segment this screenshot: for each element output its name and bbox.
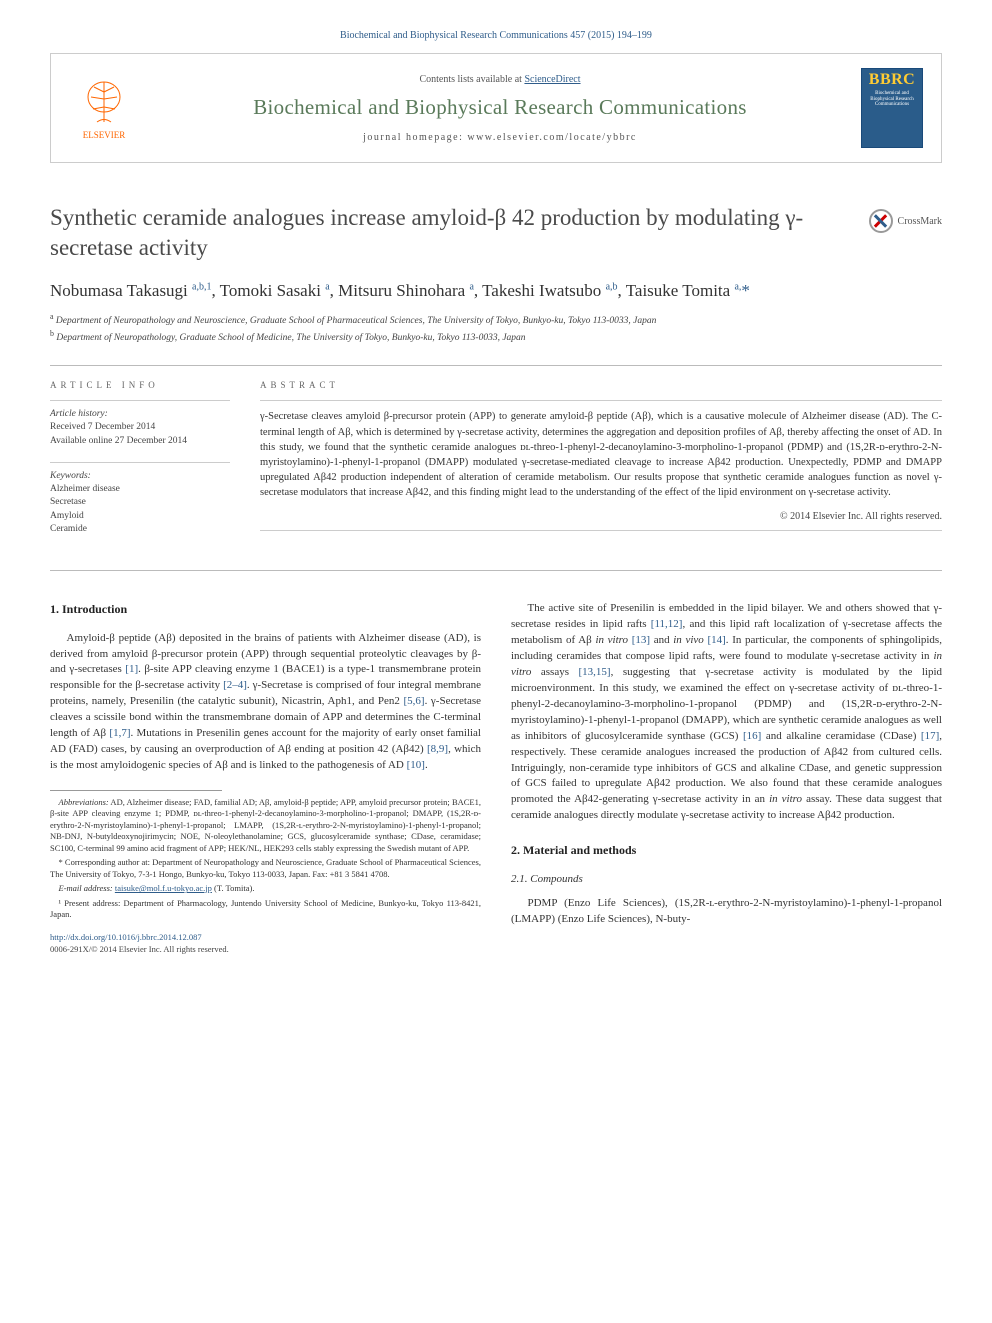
- journal-homepage: journal homepage: www.elsevier.com/locat…: [157, 132, 843, 143]
- mm-heading: 2. Material and methods: [511, 842, 942, 859]
- present-address-footnote: ¹ Present address: Department of Pharmac…: [50, 898, 481, 921]
- affiliation-b: b Department of Neuropathology, Graduate…: [50, 328, 942, 345]
- article-info-heading: ARTICLE INFO: [50, 380, 230, 390]
- cover-abbr: BBRC: [864, 71, 920, 89]
- footnotes: Abbreviations: AD, Alzheimer disease; FA…: [50, 797, 481, 921]
- divider: [50, 365, 942, 366]
- author-list: Nobumasa Takasugi a,b,1, Tomoki Sasaki a…: [50, 279, 942, 303]
- abstract-text: γ-Secretase cleaves amyloid β-precursor …: [260, 409, 942, 500]
- article-title: Synthetic ceramide analogues increase am…: [50, 203, 849, 263]
- crossmark-badge[interactable]: CrossMark: [869, 209, 942, 233]
- corresponding-footnote: * Corresponding author at: Department of…: [50, 857, 481, 880]
- crossmark-label: CrossMark: [898, 216, 942, 227]
- left-column: 1. Introduction Amyloid-β peptide (Aβ) d…: [50, 601, 481, 955]
- available-date: Available online 27 December 2014: [50, 435, 230, 448]
- email-link[interactable]: taisuke@mol.f.u-tokyo.ac.jp: [115, 883, 212, 893]
- intro-p1: Amyloid-β peptide (Aβ) deposited in the …: [50, 631, 481, 774]
- email-footnote: E-mail address: taisuke@mol.f.u-tokyo.ac…: [50, 883, 481, 894]
- contents-line: Contents lists available at ScienceDirec…: [157, 74, 843, 85]
- sciencedirect-link[interactable]: ScienceDirect: [524, 74, 580, 85]
- keyword-3: Ceramide: [50, 523, 230, 536]
- issn-copyright: 0006-291X/© 2014 Elsevier Inc. All right…: [50, 943, 481, 955]
- abstract-heading: ABSTRACT: [260, 380, 942, 390]
- journal-header: ELSEVIER Contents lists available at Sci…: [50, 53, 942, 163]
- publisher-label: ELSEVIER: [83, 130, 126, 140]
- abstract-panel: ABSTRACT γ-Secretase cleaves amyloid β-p…: [260, 380, 942, 550]
- keywords-label: Keywords:: [50, 471, 230, 481]
- homepage-url[interactable]: www.elsevier.com/locate/ybbrc: [467, 132, 636, 143]
- elsevier-tree-icon: [79, 77, 129, 127]
- divider-2: [50, 570, 942, 571]
- journal-cover-thumbnail[interactable]: BBRC Biochemical and Biophysical Researc…: [861, 68, 923, 148]
- affiliation-a: a Department of Neuropathology and Neuro…: [50, 311, 942, 328]
- intro-heading: 1. Introduction: [50, 601, 481, 618]
- received-date: Received 7 December 2014: [50, 421, 230, 434]
- crossmark-icon: [869, 209, 893, 233]
- keyword-1: Secretase: [50, 496, 230, 509]
- compounds-heading: 2.1. Compounds: [511, 872, 942, 888]
- keyword-2: Amyloid: [50, 510, 230, 523]
- compounds-p: PDMP (Enzo Life Sciences), (1S,2R-ʟ-eryt…: [511, 896, 942, 928]
- affiliations: a Department of Neuropathology and Neuro…: [50, 311, 942, 346]
- cover-text: Biochemical and Biophysical Research Com…: [864, 91, 920, 108]
- right-column: The active site of Presenilin is embedde…: [511, 601, 942, 955]
- contents-prefix: Contents lists available at: [419, 74, 524, 85]
- abstract-copyright: © 2014 Elsevier Inc. All rights reserved…: [260, 511, 942, 522]
- keyword-0: Alzheimer disease: [50, 483, 230, 496]
- publisher-logo[interactable]: ELSEVIER: [69, 77, 139, 140]
- history-label: Article history:: [50, 409, 230, 419]
- intro-p2: The active site of Presenilin is embedde…: [511, 601, 942, 824]
- journal-name: Biochemical and Biophysical Research Com…: [157, 95, 843, 120]
- homepage-prefix: journal homepage:: [363, 132, 467, 143]
- top-citation: Biochemical and Biophysical Research Com…: [50, 30, 942, 41]
- footnote-divider: [50, 790, 222, 791]
- article-info-panel: ARTICLE INFO Article history: Received 7…: [50, 380, 230, 550]
- abbrev-footnote: Abbreviations: AD, Alzheimer disease; FA…: [50, 797, 481, 854]
- doi-link[interactable]: http://dx.doi.org/10.1016/j.bbrc.2014.12…: [50, 931, 481, 943]
